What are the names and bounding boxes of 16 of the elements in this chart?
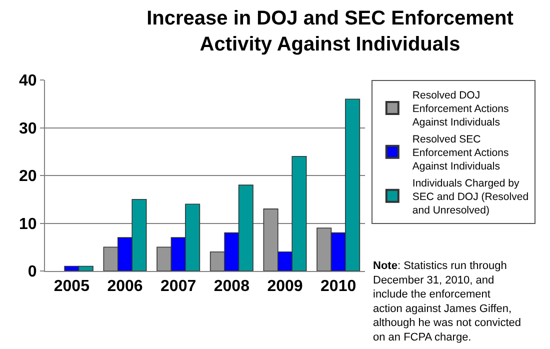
x-tick-label: 2005 bbox=[54, 278, 90, 296]
y-tick-label: 10 bbox=[19, 216, 37, 233]
chart-title: Increase in DOJ and SEC Enforcement Activity Against Individuals bbox=[146, 7, 514, 56]
y-tick-label: 40 bbox=[19, 72, 37, 90]
x-tick-label: 2006 bbox=[107, 278, 143, 296]
legend-label: Resolved SEC Enforcement Actions Against Individuals bbox=[412, 133, 509, 173]
x-tick-label: 2007 bbox=[160, 278, 196, 296]
x-tick-label: 2008 bbox=[214, 278, 250, 296]
y-tick-label: 30 bbox=[19, 120, 37, 138]
y-tick-label: 0 bbox=[28, 264, 37, 281]
legend-label: Resolved DOJ Enforcement Actions Against Individuals bbox=[412, 89, 509, 129]
x-tick-label: 2010 bbox=[320, 278, 356, 296]
text: Note: Statistics run through December 31, 2010, and include the enforcement action against James Giffen, although he was not convicted on an FCPA charge. bbox=[373, 260, 521, 344]
legend-label: Individuals Charged by SEC and DOJ (Resolved and Unresolved) bbox=[412, 177, 529, 217]
y-tick-label: 20 bbox=[19, 168, 37, 186]
x-tick-label: 2009 bbox=[267, 278, 303, 296]
